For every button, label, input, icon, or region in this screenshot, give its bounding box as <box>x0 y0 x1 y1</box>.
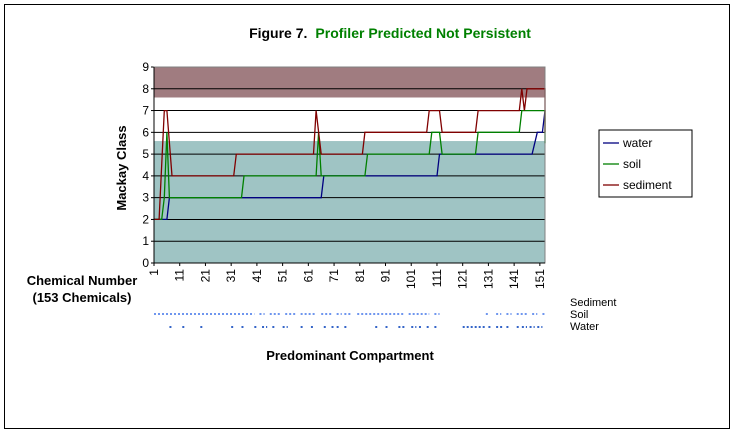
x-tick-label: 111 <box>430 269 444 288</box>
plot-background <box>154 67 545 263</box>
x-tick-label: 121 <box>456 269 470 289</box>
plot-band-1 <box>154 67 545 98</box>
legend-label-soil: soil <box>623 157 641 171</box>
y-axis-label: Mackay Class <box>114 125 129 210</box>
x-tick-label: 61 <box>301 269 315 283</box>
legend-label-water: water <box>622 136 652 150</box>
y-tick-labels: 0 1 2 3 4 5 6 7 8 9 <box>142 60 149 270</box>
x-axis-label-line1: Chemical Number <box>27 273 138 288</box>
chart-title: Figure 7. Profiler Predicted Not Persiste… <box>249 25 531 41</box>
y-tick-label: 5 <box>142 147 149 161</box>
x-tick-label: 41 <box>250 269 264 283</box>
y-tick-label: 3 <box>142 191 149 205</box>
series-line-sediment <box>154 88 546 221</box>
compartment-label-sediment: Sediment <box>570 297 616 309</box>
series-layer <box>154 88 546 221</box>
y-tick-label: 4 <box>142 169 149 183</box>
legend-label-sediment: sediment <box>623 178 672 192</box>
x-tick-label: 21 <box>198 269 212 283</box>
chart-title-prefix: Figure 7. <box>249 25 307 41</box>
x-tick-label: 141 <box>507 269 521 289</box>
x-tick-label: 131 <box>481 269 495 289</box>
legend: water soil sediment <box>598 129 693 198</box>
y-tick-label: 6 <box>142 125 149 139</box>
series-line-soil <box>154 109 546 221</box>
axes <box>151 66 546 266</box>
x-tick-label: 71 <box>327 269 341 283</box>
chart-frame: Figure 7. Profiler Predicted Not Persiste… <box>4 4 730 429</box>
x-tick-label: 101 <box>404 269 418 289</box>
y-tick-label: 1 <box>142 234 149 248</box>
y-tick-label: 9 <box>142 60 149 74</box>
plot-band-0 <box>154 141 545 263</box>
y-tick-label: 2 <box>142 212 149 226</box>
compartment-label-water: Water <box>570 321 599 333</box>
chart-figure: Figure 7. Profiler Predicted Not Persiste… <box>27 25 693 363</box>
x-tick-label: 31 <box>224 269 238 283</box>
compartment-label-soil: Soil <box>570 309 588 321</box>
y-tick-label: 8 <box>142 82 149 96</box>
x-tick-label: 91 <box>379 269 393 283</box>
x-tick-label: 81 <box>353 269 367 283</box>
y-tick-label: 0 <box>142 256 149 270</box>
x-axis-label-line2: (153 Chemicals) <box>33 290 132 305</box>
y-tick-label: 7 <box>142 104 149 118</box>
x-tick-label: 11 <box>173 269 187 282</box>
x-tick-labels: 1 11 21 31 41 51 61 71 81 91 101 111 121 131 141 151 <box>147 269 547 289</box>
x-tick-label: 1 <box>147 269 161 276</box>
x-tick-label: 151 <box>533 269 547 289</box>
chart-title-main: Profiler Predicted Not Persistent <box>315 25 531 41</box>
x-tick-label: 51 <box>276 269 290 283</box>
compartment-title: Predominant Compartment <box>266 348 434 363</box>
